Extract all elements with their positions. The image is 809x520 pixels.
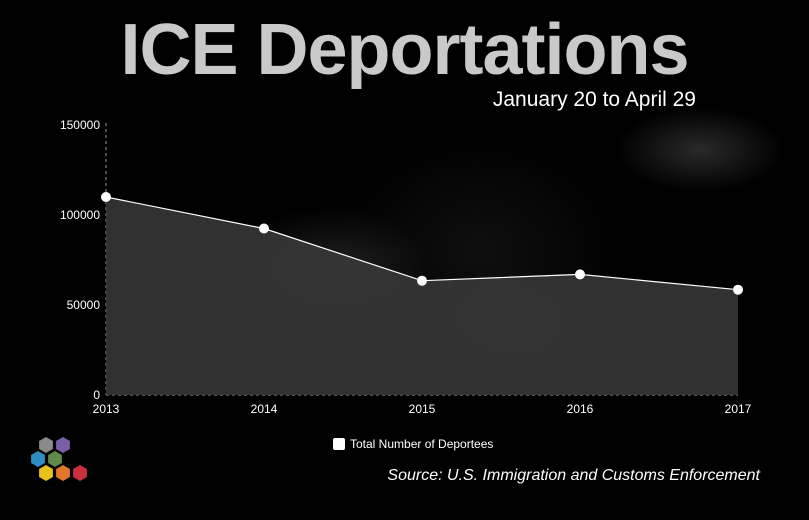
chart-subtitle: January 20 to April 29 [492,88,696,111]
y-tick-label: 50000 [67,298,101,312]
logo-hex-green [48,451,62,467]
x-tick-label: 2013 [93,402,120,416]
legend[interactable]: Total Number of Deportees [333,437,493,451]
data-point[interactable] [101,192,111,202]
logo-hex-blue [31,451,45,467]
hexagon-logo-icon [31,437,87,481]
logo-hex-gray [39,437,53,453]
logo-hex-purple [56,437,70,453]
x-axis: 2013 2014 2015 2016 2017 [93,394,752,416]
x-tick-label: 2015 [409,402,436,416]
y-tick-label: 100000 [60,208,100,222]
series-area [106,197,738,395]
logo-hex-orange [56,465,70,481]
data-point[interactable] [259,223,269,234]
logo-hex-yellow [39,465,53,481]
data-point[interactable] [417,275,427,286]
y-axis: 0 50000 100000 150000 [60,118,107,402]
y-tick-label: 0 [93,388,100,402]
legend-swatch [333,438,345,450]
x-tick-label: 2016 [567,402,594,416]
plot-area [101,192,743,395]
data-point[interactable] [575,269,585,280]
source-note: Source: U.S. Immigration and Customs Enf… [387,467,760,484]
x-tick-label: 2014 [251,402,278,416]
logo-hex-red [73,465,87,481]
y-tick-label: 150000 [60,118,100,132]
chart-title: ICE Deportations [120,10,689,90]
legend-label: Total Number of Deportees [350,437,494,451]
x-tick-label: 2017 [725,402,752,416]
data-point[interactable] [733,284,743,295]
